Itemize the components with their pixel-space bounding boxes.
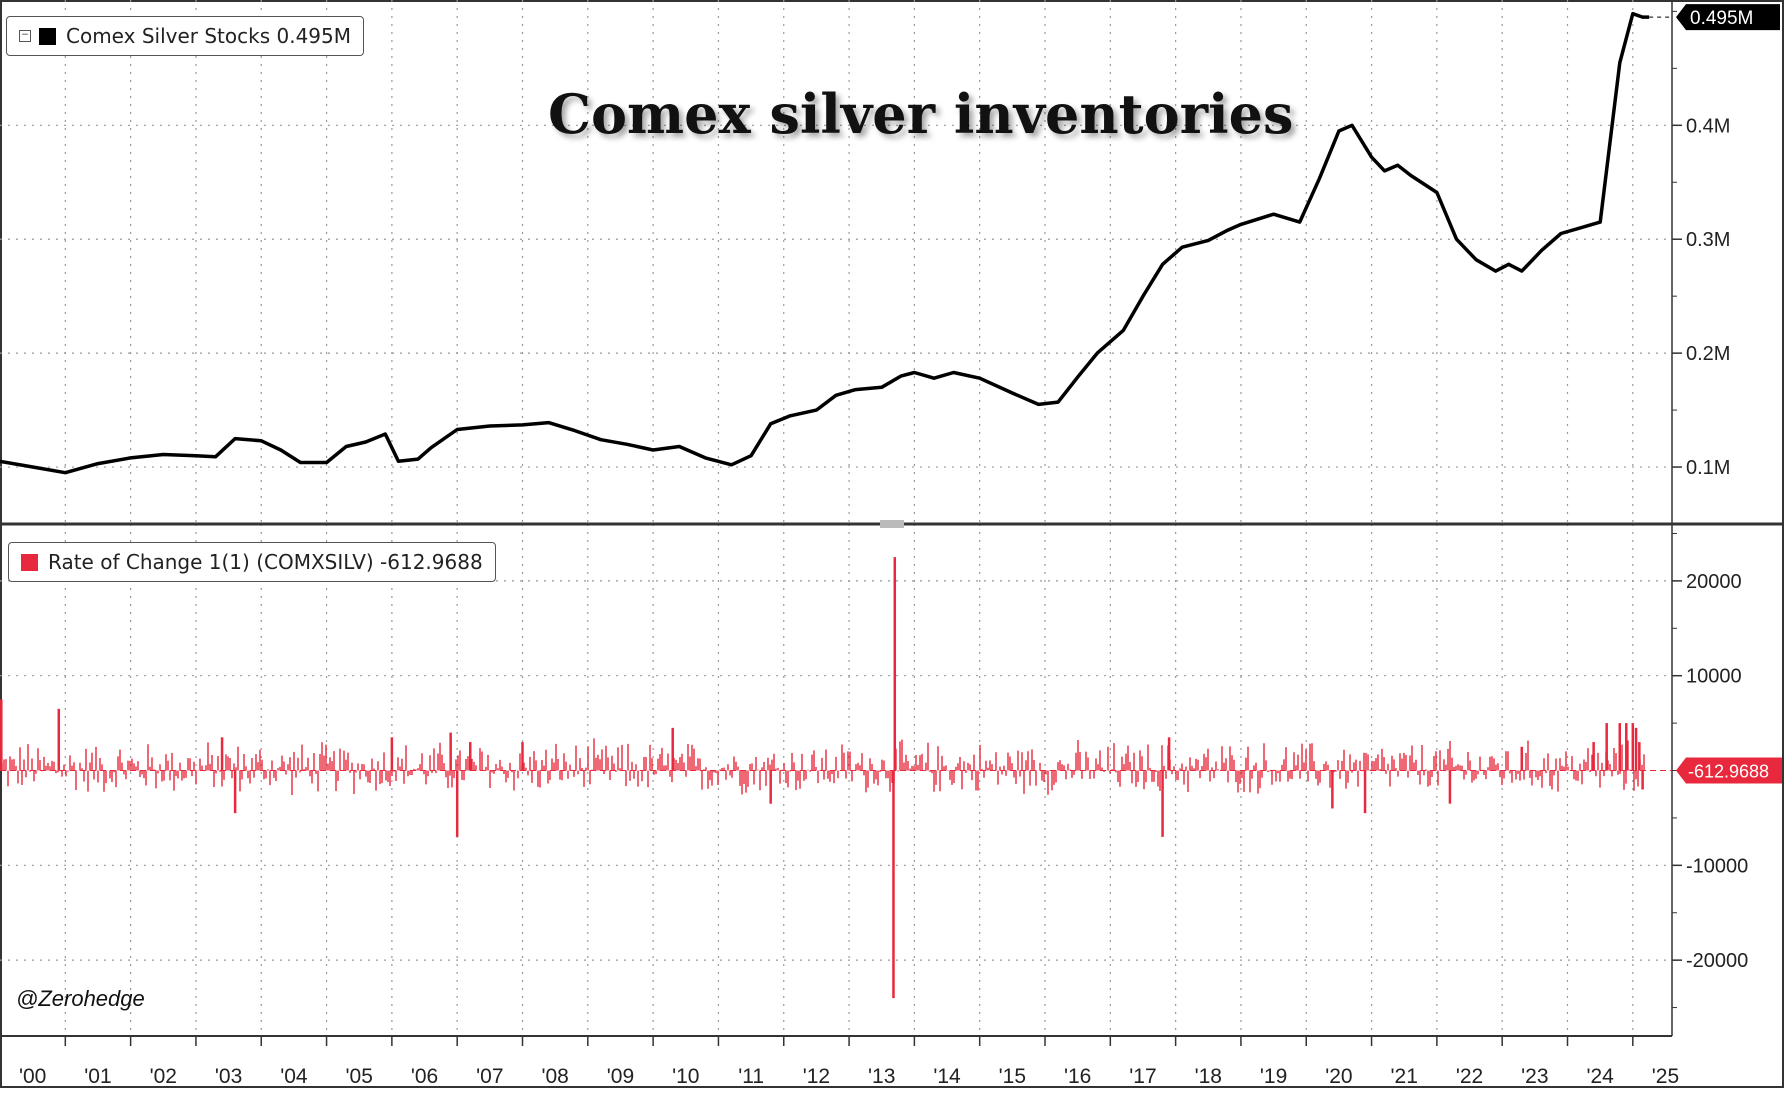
top-y-axis-ticks: 0.1M 0.2M 0.3M 0.4M: [1672, 10, 1730, 525]
x-tick-label: '23: [1521, 1065, 1548, 1088]
x-tick-label: '02: [150, 1065, 177, 1088]
bottom-last-value-text: -612.9688: [1688, 762, 1769, 782]
x-tick-label: '16: [1064, 1065, 1091, 1088]
x-tick-label: '01: [84, 1065, 111, 1088]
top-legend-label: Comex Silver Stocks 0.495M: [66, 24, 351, 48]
x-tick-label: '18: [1195, 1065, 1222, 1088]
x-tick-label: '12: [803, 1065, 830, 1088]
y-tick-label: 0.2M: [1686, 343, 1730, 365]
x-tick-label: '19: [1260, 1065, 1287, 1088]
top-legend[interactable]: − Comex Silver Stocks 0.495M: [6, 16, 364, 56]
watermark: @Zerohedge: [16, 986, 145, 1011]
bottom-panel-grid: [0, 524, 1672, 1036]
x-tick-label: '00: [19, 1065, 46, 1088]
x-tick-label: '25: [1652, 1065, 1679, 1088]
bottom-legend[interactable]: Rate of Change 1(1) (COMXSILV) -612.9688: [8, 542, 496, 582]
top-last-value-badge: [1676, 4, 1780, 31]
x-tick-label: '11: [738, 1065, 764, 1088]
bottom-legend-label: Rate of Change 1(1) (COMXSILV) -612.9688: [48, 550, 483, 574]
x-tick-label: '24: [1586, 1065, 1614, 1088]
x-axis-ticks: '00 '01 '02 '03 '04 '05 '06 '07 '08 '09 '10 '11 '12 '…: [19, 1036, 1679, 1088]
y-tick-label: -20000: [1686, 950, 1748, 972]
roc-bars: [0, 557, 1645, 999]
bottom-last-value-badge: [1676, 757, 1782, 784]
x-tick-label: '08: [541, 1065, 568, 1088]
stocks-line: [0, 11, 1650, 475]
last-value-labels: 0.495M -612.9688: [1649, 4, 1782, 784]
x-tick-label: '03: [215, 1065, 242, 1088]
y-tick-label: 0.3M: [1686, 229, 1730, 251]
x-tick-label: '21: [1391, 1065, 1418, 1088]
x-tick-label: '13: [868, 1065, 895, 1088]
x-tick-label: '06: [411, 1065, 438, 1088]
x-tick-label: '20: [1325, 1065, 1352, 1088]
top-legend-swatch: [39, 27, 56, 45]
x-tick-label: '10: [672, 1065, 699, 1088]
top-panel-grid: [0, 0, 1672, 524]
x-tick-label: '22: [1456, 1065, 1483, 1088]
y-tick-label: 0.1M: [1686, 457, 1730, 479]
y-tick-label: 0.4M: [1686, 115, 1730, 137]
y-tick-label: 20000: [1686, 571, 1742, 593]
top-last-value-text: 0.495M: [1690, 8, 1753, 29]
x-tick-label: '09: [607, 1065, 634, 1088]
x-tick-label: '15: [999, 1065, 1026, 1088]
x-tick-label: '05: [346, 1065, 373, 1088]
x-tick-label: '07: [476, 1065, 503, 1088]
x-tick-label: '04: [280, 1065, 308, 1088]
panel-resize-handle[interactable]: [880, 520, 904, 528]
x-tick-label: '17: [1129, 1065, 1156, 1088]
bottom-legend-swatch: [21, 553, 38, 571]
bottom-y-axis-ticks: -20000 -10000 10000 20000: [1672, 532, 1748, 1009]
chart-title: Comex silver inventories: [548, 82, 1294, 146]
y-tick-label: -10000: [1686, 855, 1748, 877]
x-tick-label: '14: [933, 1065, 961, 1088]
y-tick-label: 10000: [1686, 666, 1742, 688]
collapse-icon[interactable]: −: [19, 30, 31, 42]
